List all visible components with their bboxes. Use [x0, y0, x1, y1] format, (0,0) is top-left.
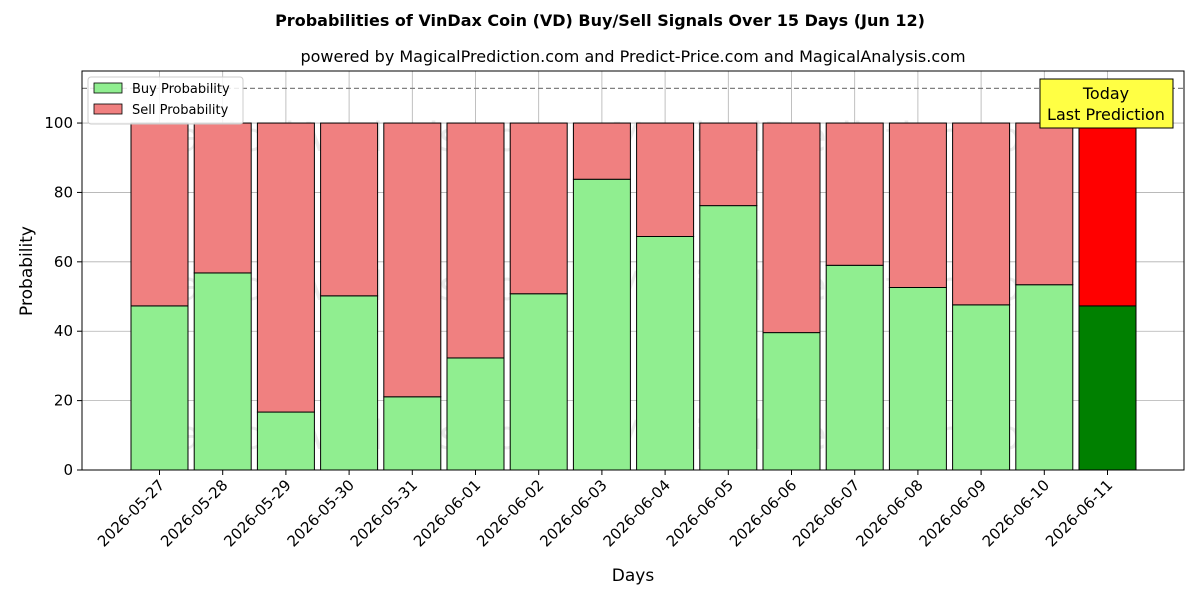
- x-tick-label: 2026-05-29: [220, 476, 294, 550]
- legend-label-buy: Buy Probability: [132, 82, 230, 97]
- x-tick-label: 2026-06-05: [663, 476, 737, 550]
- annotation-line-2: Last Prediction: [1047, 105, 1165, 124]
- bar-buy: [699, 205, 758, 471]
- bar-sell: [699, 122, 758, 207]
- x-tick-label: 2026-05-31: [347, 476, 421, 550]
- x-tick-label: 2026-06-04: [600, 476, 674, 550]
- bar-buy: [762, 332, 821, 471]
- bar-sell: [572, 122, 631, 180]
- today-annotation: Today Last Prediction: [1039, 78, 1174, 129]
- y-tick-label: 100: [44, 114, 73, 132]
- bars: [130, 122, 1137, 471]
- legend-label-sell: Sell Probability: [132, 103, 229, 118]
- bar-buy: [130, 305, 189, 471]
- x-tick-label: 2026-06-10: [979, 476, 1053, 550]
- y-axis-label: Probability: [17, 226, 37, 316]
- annotation-line-1: Today: [1082, 84, 1129, 103]
- bar-sell: [888, 122, 947, 289]
- x-tick-label: 2026-05-27: [94, 476, 168, 550]
- y-tick-label: 60: [54, 253, 73, 271]
- bar-buy: [952, 304, 1011, 471]
- bar-sell: [509, 122, 568, 295]
- annotation-box: [1039, 78, 1174, 129]
- chart-subtitle: powered by MagicalPrediction.com and Pre…: [300, 47, 965, 66]
- bar-buy: [572, 178, 631, 471]
- y-tick-label: 0: [63, 461, 73, 479]
- bar-buy: [446, 357, 505, 471]
- bar-buy: [825, 264, 884, 471]
- bar-sell: [383, 122, 442, 398]
- bar-sell: [762, 122, 821, 334]
- x-tick-label: 2026-06-11: [1042, 476, 1116, 550]
- bar-sell: [130, 122, 189, 307]
- bar-sell: [825, 122, 884, 266]
- x-axis-ticks: 2026-05-272026-05-282026-05-292026-05-30…: [94, 470, 1116, 550]
- bar-buy: [888, 287, 947, 471]
- bar-sell: [1015, 122, 1074, 286]
- bar-buy: [636, 235, 695, 471]
- x-tick-label: 2026-05-28: [157, 476, 231, 550]
- bar-sell: [636, 122, 695, 237]
- bar-sell: [193, 122, 252, 274]
- x-axis-label: Days: [612, 566, 655, 586]
- x-tick-label: 2026-06-03: [536, 476, 610, 550]
- bar-buy: [383, 396, 442, 471]
- y-tick-label: 20: [54, 392, 73, 410]
- x-tick-label: 2026-06-07: [789, 476, 863, 550]
- x-tick-label: 2026-06-02: [473, 476, 547, 550]
- bar-sell: [256, 122, 315, 413]
- legend-swatch-buy: [93, 82, 123, 94]
- chart-title: Probabilities of VinDax Coin (VD) Buy/Se…: [275, 11, 925, 30]
- bar-buy: [256, 411, 315, 471]
- bar-sell: [446, 122, 505, 359]
- x-tick-label: 2026-05-30: [284, 476, 358, 550]
- bar-sell: [320, 122, 379, 297]
- bar-sell: [952, 122, 1011, 306]
- bar-buy: [1078, 305, 1137, 471]
- legend: Buy Probability Sell Probability: [87, 76, 244, 125]
- y-axis-ticks: 0 20 40 60 80 100: [44, 114, 82, 479]
- x-tick-label: 2026-06-06: [726, 476, 800, 550]
- legend-box: [87, 76, 244, 125]
- bar-buy: [320, 295, 379, 471]
- bar-sell: [1078, 122, 1137, 307]
- bar-buy: [193, 272, 252, 471]
- bar-buy: [1015, 284, 1074, 471]
- x-tick-label: 2026-06-08: [852, 476, 926, 550]
- y-tick-label: 40: [54, 322, 73, 340]
- x-tick-label: 2026-06-09: [916, 476, 990, 550]
- plot-frame: [81, 70, 1185, 471]
- x-tick-label: 2026-06-01: [410, 476, 484, 550]
- legend-swatch-sell: [93, 103, 123, 115]
- bar-buy: [509, 293, 568, 471]
- y-tick-label: 80: [54, 183, 73, 201]
